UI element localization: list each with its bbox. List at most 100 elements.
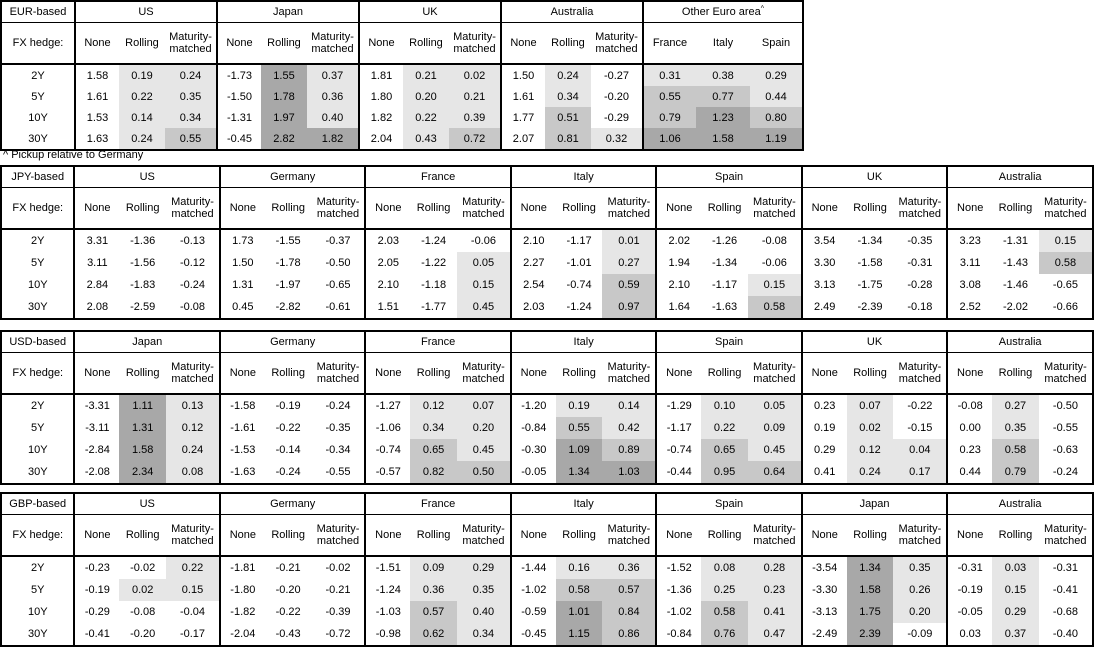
col-header: None bbox=[800, 352, 847, 395]
value-cell: -0.20 bbox=[275, 584, 301, 596]
value-cell: -0.41 bbox=[73, 623, 120, 646]
value-cell: -0.19 bbox=[73, 579, 120, 601]
value-cell: 2.49 bbox=[800, 296, 847, 319]
group-header-us: US bbox=[73, 493, 220, 515]
value-cell: 0.79 bbox=[642, 107, 696, 128]
value-cell: -0.45 bbox=[216, 128, 261, 150]
col-header: Maturity-matched bbox=[591, 22, 643, 65]
value-cell: -1.80 bbox=[218, 579, 265, 601]
value-cell: -0.84 bbox=[509, 417, 556, 439]
value-cell: 0.15 bbox=[992, 579, 1039, 601]
value-cell: -1.20 bbox=[509, 394, 556, 417]
value-cell: -0.20 bbox=[603, 90, 630, 103]
value-cell: 0.04 bbox=[893, 439, 948, 461]
value-cell: -0.19 bbox=[946, 579, 993, 601]
value-cell: 0.36 bbox=[307, 86, 359, 107]
value-cell: -0.06 bbox=[470, 235, 496, 247]
value-cell: -0.02 bbox=[130, 562, 156, 574]
col-header: Rolling bbox=[992, 187, 1039, 230]
value-cell: 2.10 bbox=[509, 229, 556, 252]
col-header: None bbox=[216, 22, 261, 65]
value-cell: 1.34 bbox=[555, 461, 603, 484]
table-base-label: EUR-based bbox=[1, 1, 75, 23]
value-cell: 0.29 bbox=[992, 601, 1039, 623]
value-cell: -0.18 bbox=[907, 301, 933, 313]
fx-hedge-label: FX hedge: bbox=[1, 187, 75, 230]
col-header: None bbox=[358, 22, 403, 65]
usd-based-grid: USD-based Japan Germany France Italy Spain UK A… bbox=[0, 330, 1094, 485]
value-cell: 1.01 bbox=[555, 601, 603, 623]
table-base-label: USD-based bbox=[1, 331, 75, 353]
value-cell: -0.68 bbox=[1052, 606, 1078, 618]
value-cell: -0.44 bbox=[655, 461, 702, 484]
value-cell: 0.35 bbox=[992, 417, 1039, 439]
value-cell: 2.05 bbox=[364, 252, 411, 274]
row-label: 2Y bbox=[31, 69, 45, 82]
col-header: None bbox=[800, 514, 847, 557]
value-cell: -1.46 bbox=[1002, 279, 1029, 291]
row-label: 5Y bbox=[31, 90, 45, 103]
value-cell: 0.43 bbox=[403, 128, 449, 150]
value-cell: -1.73 bbox=[216, 64, 261, 86]
value-cell: -0.05 bbox=[509, 461, 556, 484]
value-cell: 0.38 bbox=[696, 64, 750, 86]
value-cell: 0.28 bbox=[747, 556, 802, 579]
col-header: Rolling bbox=[261, 22, 307, 65]
value-cell: -0.12 bbox=[179, 257, 206, 269]
value-cell: 0.10 bbox=[701, 394, 748, 417]
value-cell: 0.03 bbox=[992, 556, 1039, 579]
value-cell: -1.06 bbox=[364, 417, 411, 439]
value-cell: 0.23 bbox=[800, 394, 847, 417]
row-label: 30Y bbox=[27, 466, 48, 478]
value-cell: 3.11 bbox=[946, 252, 993, 274]
value-cell: -1.63 bbox=[218, 461, 265, 484]
col-header: Maturity-matched bbox=[602, 514, 657, 557]
value-cell: 0.45 bbox=[218, 296, 265, 319]
group-header-uk: UK bbox=[358, 1, 501, 23]
value-cell: 0.20 bbox=[457, 417, 511, 439]
col-header: Rolling bbox=[410, 514, 458, 557]
value-cell: 0.55 bbox=[642, 86, 696, 107]
col-header: Maturity-matched bbox=[893, 352, 948, 395]
col-header: Rolling bbox=[264, 187, 312, 230]
group-header-australia: Australia bbox=[946, 166, 1093, 188]
value-cell: 1.82 bbox=[358, 107, 403, 128]
col-header: None bbox=[364, 352, 411, 395]
value-cell: 0.20 bbox=[893, 601, 948, 623]
value-cell: 0.02 bbox=[449, 64, 501, 86]
group-header-france: France bbox=[364, 493, 511, 515]
value-cell: -0.22 bbox=[275, 606, 301, 618]
col-header: Spain bbox=[750, 22, 803, 65]
value-cell: 0.22 bbox=[403, 107, 449, 128]
col-header: Italy bbox=[696, 22, 750, 65]
value-cell: 0.57 bbox=[410, 601, 458, 623]
col-header: Rolling bbox=[264, 352, 312, 395]
col-header: None bbox=[500, 22, 545, 65]
value-cell: -0.37 bbox=[325, 235, 351, 247]
col-header: Maturity-matched bbox=[165, 22, 217, 65]
value-cell: -1.24 bbox=[364, 579, 411, 601]
value-cell: -0.29 bbox=[73, 601, 120, 623]
value-cell: 0.29 bbox=[750, 64, 803, 86]
value-cell: 0.77 bbox=[696, 86, 750, 107]
value-cell: 0.40 bbox=[457, 601, 511, 623]
value-cell: -0.24 bbox=[275, 466, 301, 478]
value-cell: 2.02 bbox=[655, 229, 702, 252]
pickup-footnote: ^ Pickup relative to Germany bbox=[3, 149, 144, 161]
value-cell: 0.39 bbox=[449, 107, 501, 128]
col-header: Rolling bbox=[119, 22, 165, 65]
value-cell: -0.14 bbox=[275, 444, 301, 456]
gbp-based-table: GBP-based US Germany France Italy Spain Japan A… bbox=[0, 492, 1094, 647]
footnote-marker: ^ bbox=[760, 5, 765, 13]
value-cell: -0.27 bbox=[603, 69, 630, 82]
value-cell: 0.55 bbox=[555, 417, 603, 439]
value-cell: -1.01 bbox=[566, 257, 592, 269]
col-header: None bbox=[946, 514, 993, 557]
value-cell: -0.08 bbox=[130, 606, 156, 618]
col-header: Maturity-matched bbox=[311, 187, 366, 230]
value-cell: 0.41 bbox=[747, 601, 802, 623]
value-cell: -0.31 bbox=[946, 556, 993, 579]
value-cell: -0.59 bbox=[509, 601, 556, 623]
value-cell: -1.27 bbox=[364, 394, 411, 417]
value-cell: 1.31 bbox=[119, 417, 167, 439]
